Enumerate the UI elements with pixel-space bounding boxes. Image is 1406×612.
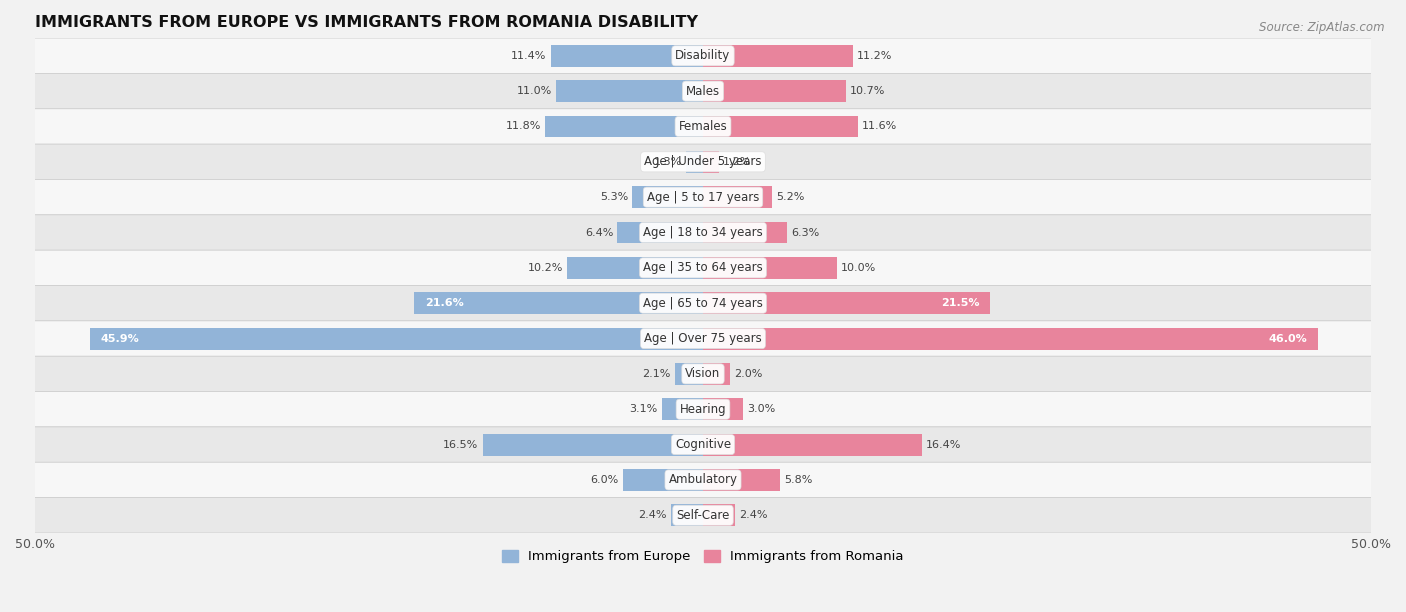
Bar xyxy=(623,469,703,491)
Bar xyxy=(686,151,703,173)
Text: 2.0%: 2.0% xyxy=(734,369,762,379)
Text: 10.0%: 10.0% xyxy=(841,263,876,273)
FancyBboxPatch shape xyxy=(8,144,1398,179)
Legend: Immigrants from Europe, Immigrants from Romania: Immigrants from Europe, Immigrants from … xyxy=(496,545,910,569)
Text: 2.1%: 2.1% xyxy=(643,369,671,379)
Bar xyxy=(703,293,990,314)
Text: IMMIGRANTS FROM EUROPE VS IMMIGRANTS FROM ROMANIA DISABILITY: IMMIGRANTS FROM EUROPE VS IMMIGRANTS FRO… xyxy=(35,15,697,30)
Bar xyxy=(546,116,703,138)
Bar xyxy=(555,80,703,102)
FancyBboxPatch shape xyxy=(8,427,1398,462)
Text: 11.4%: 11.4% xyxy=(512,51,547,61)
Text: 11.8%: 11.8% xyxy=(506,121,541,132)
Bar xyxy=(703,116,858,138)
Text: Ambulatory: Ambulatory xyxy=(668,474,738,487)
Text: Age | 18 to 34 years: Age | 18 to 34 years xyxy=(643,226,763,239)
Text: 2.4%: 2.4% xyxy=(740,510,768,520)
Bar xyxy=(703,504,735,526)
Text: Age | 5 to 17 years: Age | 5 to 17 years xyxy=(647,191,759,204)
Bar xyxy=(703,151,718,173)
Text: Age | Under 5 years: Age | Under 5 years xyxy=(644,155,762,168)
FancyBboxPatch shape xyxy=(8,109,1398,144)
Text: 10.2%: 10.2% xyxy=(527,263,562,273)
Bar xyxy=(703,80,846,102)
Bar xyxy=(703,434,922,455)
Text: Females: Females xyxy=(679,120,727,133)
Text: 6.4%: 6.4% xyxy=(585,228,613,237)
Bar xyxy=(415,293,703,314)
FancyBboxPatch shape xyxy=(8,392,1398,427)
Bar xyxy=(703,469,780,491)
Bar xyxy=(703,186,772,208)
Text: 3.1%: 3.1% xyxy=(630,405,658,414)
Bar xyxy=(617,222,703,244)
Text: 6.0%: 6.0% xyxy=(591,475,619,485)
FancyBboxPatch shape xyxy=(8,215,1398,250)
Text: 2.4%: 2.4% xyxy=(638,510,666,520)
Text: 46.0%: 46.0% xyxy=(1268,334,1306,343)
Text: 5.8%: 5.8% xyxy=(785,475,813,485)
Text: Source: ZipAtlas.com: Source: ZipAtlas.com xyxy=(1260,21,1385,34)
Text: 10.7%: 10.7% xyxy=(851,86,886,96)
FancyBboxPatch shape xyxy=(8,250,1398,286)
Text: Age | 65 to 74 years: Age | 65 to 74 years xyxy=(643,297,763,310)
FancyBboxPatch shape xyxy=(8,462,1398,498)
Text: 11.0%: 11.0% xyxy=(517,86,553,96)
Bar xyxy=(567,257,703,279)
Bar xyxy=(703,257,837,279)
Bar xyxy=(703,222,787,244)
Text: Self-Care: Self-Care xyxy=(676,509,730,522)
FancyBboxPatch shape xyxy=(8,498,1398,533)
Text: 5.2%: 5.2% xyxy=(776,192,804,202)
FancyBboxPatch shape xyxy=(8,321,1398,356)
FancyBboxPatch shape xyxy=(8,286,1398,321)
Text: Age | 35 to 64 years: Age | 35 to 64 years xyxy=(643,261,763,274)
Text: Vision: Vision xyxy=(685,367,721,381)
Bar xyxy=(671,504,703,526)
Text: Disability: Disability xyxy=(675,50,731,62)
Bar xyxy=(90,327,703,349)
Text: 1.3%: 1.3% xyxy=(654,157,682,167)
Bar xyxy=(703,327,1317,349)
Bar xyxy=(703,398,744,420)
Text: 45.9%: 45.9% xyxy=(100,334,139,343)
Bar xyxy=(482,434,703,455)
Text: Age | Over 75 years: Age | Over 75 years xyxy=(644,332,762,345)
Bar xyxy=(551,45,703,67)
Text: Males: Males xyxy=(686,84,720,98)
Text: 16.4%: 16.4% xyxy=(927,439,962,450)
FancyBboxPatch shape xyxy=(8,179,1398,215)
Text: 21.5%: 21.5% xyxy=(941,298,980,308)
Text: 1.2%: 1.2% xyxy=(723,157,751,167)
Text: Cognitive: Cognitive xyxy=(675,438,731,451)
Text: Hearing: Hearing xyxy=(679,403,727,416)
FancyBboxPatch shape xyxy=(8,38,1398,73)
Text: 11.2%: 11.2% xyxy=(856,51,891,61)
Text: 3.0%: 3.0% xyxy=(747,405,775,414)
Text: 5.3%: 5.3% xyxy=(600,192,628,202)
Bar xyxy=(633,186,703,208)
Bar xyxy=(703,363,730,385)
FancyBboxPatch shape xyxy=(8,73,1398,109)
Bar xyxy=(675,363,703,385)
Text: 16.5%: 16.5% xyxy=(443,439,478,450)
Bar xyxy=(662,398,703,420)
Text: 21.6%: 21.6% xyxy=(425,298,464,308)
Bar xyxy=(703,45,852,67)
Text: 6.3%: 6.3% xyxy=(792,228,820,237)
Text: 11.6%: 11.6% xyxy=(862,121,897,132)
FancyBboxPatch shape xyxy=(8,356,1398,392)
